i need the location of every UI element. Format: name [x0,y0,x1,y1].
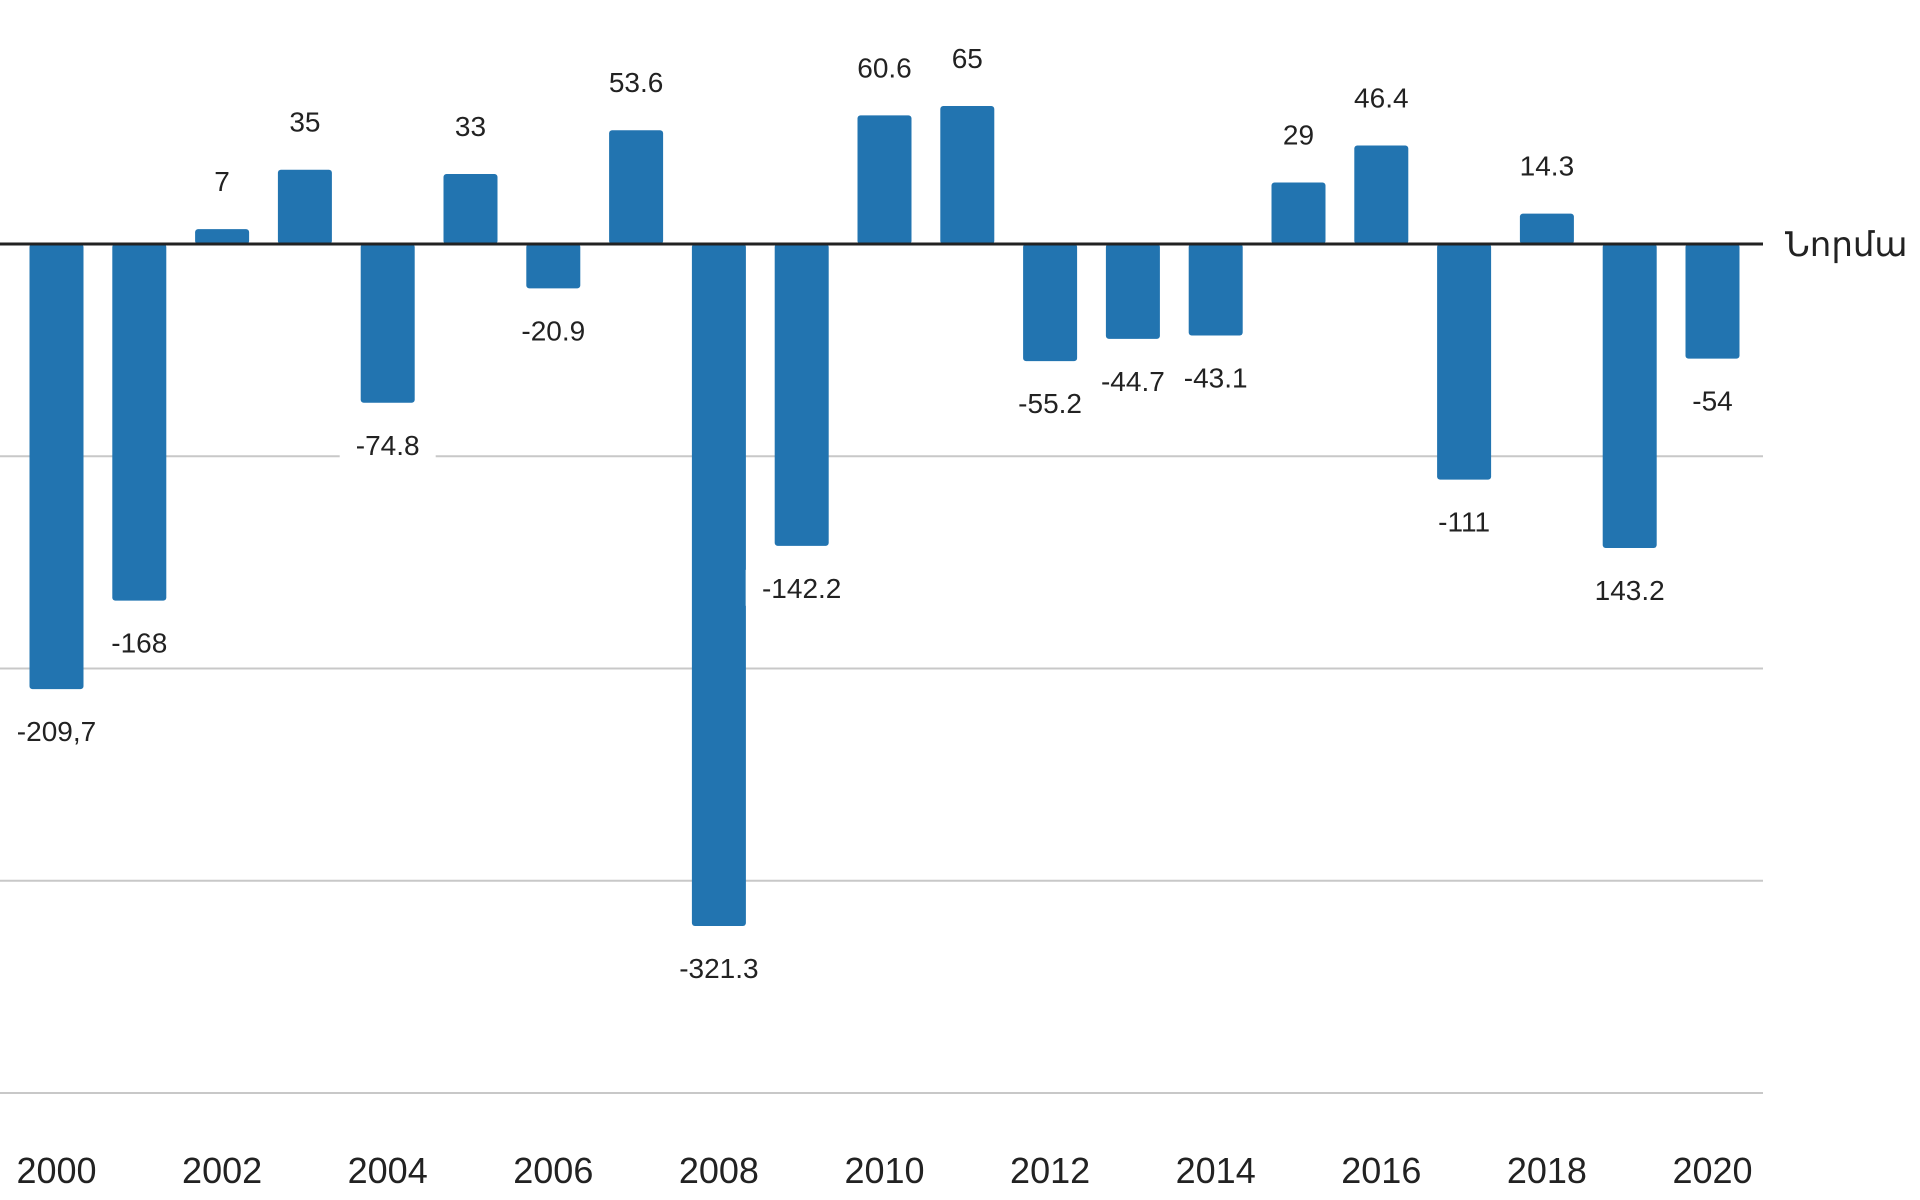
value-label-background [844,49,925,86]
value-label-background [1424,503,1505,540]
value-label-2007: 53.6 [609,67,664,98]
bar-2019 [1602,244,1657,548]
x-tick-label-2000: 2000 [16,1150,96,1191]
value-label-2002: 7 [214,166,230,197]
x-tick-label-2014: 2014 [1176,1150,1256,1191]
value-label-2017: -111 [1438,507,1490,538]
x-tick-label-2002: 2002 [182,1150,262,1191]
bar-2016 [1354,145,1409,244]
x-tick-label-2012: 2012 [1010,1150,1090,1191]
value-label-2005: 33 [455,111,486,142]
value-label-2009: -142.2 [762,573,841,604]
bars [29,106,1740,926]
value-label-background [1506,147,1587,184]
x-tick-label-2018: 2018 [1507,1150,1587,1191]
value-label-background [1680,382,1745,419]
x-tick-label-2020: 2020 [1672,1150,1752,1191]
value-label-background [596,64,677,101]
bar-2020 [1685,244,1740,359]
value-label-2013: -44.7 [1101,366,1165,397]
value-label-background [505,312,602,349]
value-label-2015: 29 [1283,119,1314,150]
bar-2011 [940,106,995,244]
x-tick-label-2004: 2004 [348,1150,428,1191]
value-label-background [1341,79,1422,116]
bar-2007 [609,130,664,244]
bar-2004 [360,244,415,403]
value-label-background [943,40,992,77]
value-label-2004: -74.8 [356,430,420,461]
value-label-background [99,624,180,661]
bar-2012 [1023,244,1078,362]
value-label-2014: -43.1 [1184,362,1248,393]
value-label-2012: -55.2 [1018,388,1082,419]
x-axis-tick-labels: 2000 2002 2004 2006 2008 2010 2012 2014 2016 2018… [16,1150,1752,1191]
value-label-2003: 35 [289,107,320,138]
bar-2001 [112,244,167,601]
value-label-background [446,107,495,144]
value-label-background [1084,362,1181,399]
value-label-background [1581,571,1678,608]
value-label-2019: 143.2 [1595,575,1665,606]
value-label-background [1274,116,1323,153]
x-tick-label-2008: 2008 [679,1150,759,1191]
bar-2017 [1437,244,1492,480]
value-label-background [745,569,858,606]
value-label-2010: 60.6 [857,52,912,83]
value-label-2000: -209,7 [17,716,96,747]
bar-2010 [857,115,912,245]
bar-2013 [1105,244,1160,339]
value-label-2011: 65 [952,43,983,74]
x-tick-label-2006: 2006 [513,1150,593,1191]
bar-2000 [29,244,84,690]
bar-2008 [691,244,746,926]
bar-2009 [774,244,829,546]
value-label-2001: -168 [111,628,167,659]
value-label-2006: -20.9 [521,315,585,346]
value-labels: -209,7 -168 7 35 -74.8 33 -20.9 53.6 -321.3 -142.… [0,40,1745,986]
bar-2002 [195,229,250,244]
value-label-2020: -54 [1692,386,1732,417]
x-tick-label-2010: 2010 [844,1150,924,1191]
norm-line-label: Նորմա [1785,226,1908,264]
bar-2006 [526,244,581,289]
x-tick-label-2016: 2016 [1341,1150,1421,1191]
bar-2005 [443,173,498,244]
value-label-background [1002,385,1099,422]
bar-2014 [1188,244,1243,336]
bar-2003 [277,169,332,244]
value-label-background [206,163,239,200]
bar-2018 [1519,213,1574,244]
bar-2015 [1271,182,1326,244]
value-label-background [662,949,775,986]
gridlines [0,455,1763,1094]
value-label-2008: -321.3 [679,953,758,984]
value-label-background [1167,359,1264,396]
value-label-background [0,713,113,750]
value-label-background [339,426,436,463]
value-label-2016: 46.4 [1354,83,1409,114]
value-label-background [280,103,329,140]
value-label-2018: 14.3 [1520,151,1575,182]
